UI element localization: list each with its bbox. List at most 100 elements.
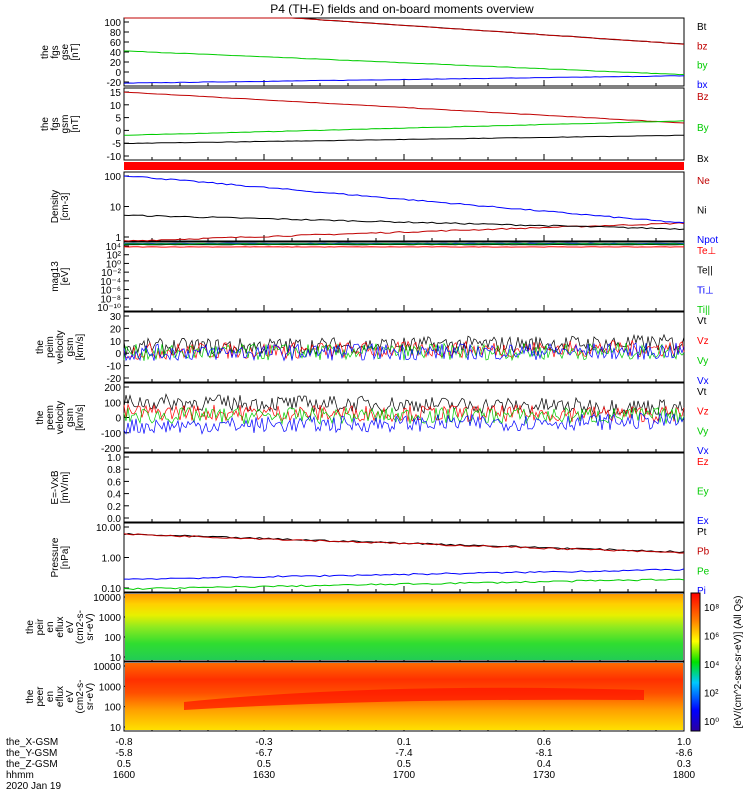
x-axis-value: 0.1 xyxy=(397,737,411,748)
legend-Ti⊥: Ti⊥ xyxy=(697,285,714,296)
series-Pe xyxy=(123,578,685,591)
y-tick-label: -20 xyxy=(107,78,122,89)
legend-Bx: Bx xyxy=(697,154,709,165)
y-label: en xyxy=(45,621,56,632)
colorbar-tick: 10⁶ xyxy=(704,632,719,643)
legend-bz: bz xyxy=(697,41,708,52)
x-axis-row-label: hhmm xyxy=(6,770,34,781)
series-Vz xyxy=(123,340,685,360)
x-axis-row-label: the_Y-GSM xyxy=(6,748,57,759)
y-tick-label: 100 xyxy=(104,398,121,409)
y-tick-label: -5 xyxy=(112,139,121,150)
series-Vx xyxy=(123,412,685,435)
y-tick-label: 100 xyxy=(104,633,121,644)
panel-density: Density [cm-3] 100 10 1 Ne Ni Npot xyxy=(50,171,718,246)
x-axis-value: 1.0 xyxy=(677,737,691,748)
y-tick-label: 40 xyxy=(110,48,122,59)
legend-Ex: Ex xyxy=(697,516,709,527)
y-tick-label: 5 xyxy=(115,114,121,125)
legend-Vy: Vy xyxy=(697,356,708,367)
y-tick-label: 0.0 xyxy=(107,514,121,525)
legend-Ne: Ne xyxy=(697,176,710,187)
series-Bz xyxy=(123,91,685,124)
y-label: fgs xyxy=(50,117,61,130)
spectrogram-image xyxy=(125,594,683,660)
y-tick-label: 0 xyxy=(115,68,121,79)
y-label: peir xyxy=(35,618,46,635)
legend-Ni: Ni xyxy=(697,206,706,217)
y-tick-label: 1 xyxy=(115,233,121,244)
y-label: gsm xyxy=(65,408,76,427)
series-bz xyxy=(124,17,685,45)
legend-Vt: Vt xyxy=(697,316,707,327)
x-axis-value: 0.3 xyxy=(677,759,691,770)
x-axis-value: -0.8 xyxy=(115,737,133,748)
colorbar-tick: 10² xyxy=(704,689,719,700)
y-tick-label: 100 xyxy=(104,703,121,714)
series-Vz xyxy=(123,403,685,424)
colorbar-tick: 10⁴ xyxy=(704,660,719,671)
y-label: the xyxy=(40,45,51,59)
y-label: [nT] xyxy=(70,43,81,60)
y-tick-label: 0.6 xyxy=(107,477,121,488)
x-axis-value: 0.5 xyxy=(397,759,411,770)
y-label: eflux xyxy=(55,686,66,707)
panel-frame xyxy=(123,241,685,312)
y-label: Pressure xyxy=(50,537,61,577)
y-label: [mV/m] xyxy=(60,471,71,503)
panel-frame xyxy=(123,17,685,87)
series-bx xyxy=(123,75,685,84)
x-axis-value: 1700 xyxy=(393,770,416,781)
panel-efield: E=-VxB [mV/m] 1.00.80.6 0.40.20.0 Ez Ey Ex xyxy=(50,452,709,527)
y-tick-label: -200 xyxy=(101,444,121,455)
y-label: [nPa] xyxy=(60,546,71,570)
x-axis-value: 0.4 xyxy=(537,759,551,770)
y-label: the xyxy=(35,410,46,424)
x-axis-value: 1730 xyxy=(533,770,556,781)
y-label: [nT] xyxy=(70,115,81,132)
legend-Ti||: Ti|| xyxy=(697,305,710,316)
y-label: peer xyxy=(35,686,46,707)
series-Bx xyxy=(123,134,685,144)
y-tick-label: 0.10 xyxy=(102,584,122,595)
y-tick-label: 10 xyxy=(110,203,122,214)
y-label: en xyxy=(45,691,56,702)
series-Pi xyxy=(123,568,685,580)
panel-peir-spectrogram: the peir en eflux eV (cm2-s-sr-eV) 10000 1000 10… xyxy=(25,592,685,664)
series-by xyxy=(124,50,685,76)
y-tick-label: 0 xyxy=(115,126,121,137)
y-label: gsm xyxy=(60,115,71,134)
legend-Pb: Pb xyxy=(697,547,710,558)
legend-Vt: Vt xyxy=(697,387,707,398)
y-tick-label: 80 xyxy=(110,28,122,39)
y-label: E=-VxB xyxy=(50,470,61,505)
legend-Vz: Vz xyxy=(697,336,709,347)
panel-frame xyxy=(123,87,685,161)
y-label: gse xyxy=(60,44,71,61)
y-tick-label: 10.00 xyxy=(96,523,121,534)
y-tick-label: 10⁴ xyxy=(106,242,121,253)
y-label: the xyxy=(35,340,46,354)
y-label: the xyxy=(25,620,36,634)
legend-Pe: Pe xyxy=(697,566,710,577)
y-label: [eV] xyxy=(60,267,71,285)
y-label: fgs xyxy=(50,45,61,58)
y-tick-label: 10000 xyxy=(93,593,121,604)
y-tick-label: 10⁰ xyxy=(106,259,121,270)
y-label: sr-eV) xyxy=(85,613,96,640)
x-axis-value: 1600 xyxy=(113,770,136,781)
spectrogram-peak-band xyxy=(184,687,644,710)
panel-frame xyxy=(123,452,685,523)
panel-peer-spectrogram: the peer en eflux eV (cm2-s-sr-eV) 10000 1000 10… xyxy=(25,661,685,734)
legend-Te⊥: Te⊥ xyxy=(697,246,716,257)
y-tick-label: -10 xyxy=(107,152,122,163)
y-tick-label: 10 xyxy=(110,101,122,112)
legend-by: by xyxy=(697,61,708,72)
legend-By: By xyxy=(697,123,709,134)
y-tick-label: 100 xyxy=(104,18,121,29)
series-Vx xyxy=(123,342,685,362)
x-axis-value: 0.5 xyxy=(257,759,271,770)
